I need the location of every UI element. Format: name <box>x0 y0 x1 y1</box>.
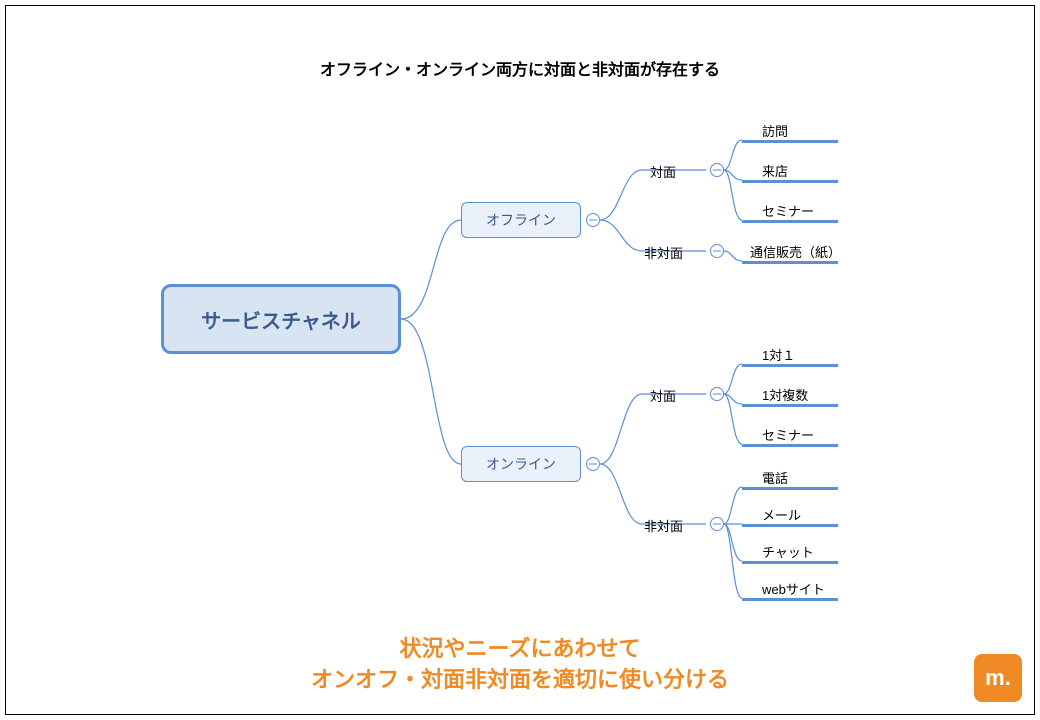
leaf-label: 来店 <box>762 161 788 180</box>
leaf-label: セミナー <box>762 201 814 220</box>
collapse-icon[interactable] <box>710 387 724 401</box>
slide-caption: 状況やニーズにあわせて オンオフ・対面非対面を適切に使い分ける <box>6 634 1034 696</box>
root-node: サービスチャネル <box>161 284 401 354</box>
leaf-underline <box>742 444 838 447</box>
collapse-icon[interactable] <box>710 517 724 531</box>
root-label: サービスチャネル <box>201 305 361 334</box>
sub-label: 対面 <box>650 162 676 181</box>
leaf-underline <box>742 364 838 367</box>
leaf-label: 1対１ <box>762 345 795 364</box>
leaf-underline <box>742 220 838 223</box>
leaf-underline <box>742 140 838 143</box>
leaf-underline <box>742 261 838 264</box>
leaf-label: チャット <box>762 542 814 561</box>
slide-frame: オフライン・オンライン両方に対面と非対面が存在する サービスチャネル オフライン… <box>5 5 1035 715</box>
sub-label: 非対面 <box>644 516 683 535</box>
collapse-icon[interactable] <box>586 213 600 227</box>
leaf-underline <box>742 524 838 527</box>
sub-label: 非対面 <box>644 243 683 262</box>
leaf-label: 1対複数 <box>762 385 808 404</box>
leaf-label: セミナー <box>762 425 814 444</box>
leaf-underline <box>742 561 838 564</box>
branch-offline: オフライン <box>461 202 581 238</box>
leaf-underline <box>742 598 838 601</box>
brand-logo-text: m. <box>985 665 1011 691</box>
sub-label: 対面 <box>650 386 676 405</box>
collapse-icon[interactable] <box>586 457 600 471</box>
brand-logo: m. <box>974 654 1022 702</box>
leaf-label: 電話 <box>762 468 788 487</box>
caption-line2: オンオフ・対面非対面を適切に使い分ける <box>311 667 729 692</box>
leaf-underline <box>742 180 838 183</box>
leaf-underline <box>742 404 838 407</box>
collapse-icon[interactable] <box>710 244 724 258</box>
leaf-label: 訪問 <box>762 121 788 140</box>
leaf-underline <box>742 487 838 490</box>
caption-line1: 状況やニーズにあわせて <box>400 636 641 661</box>
leaf-label: メール <box>762 505 801 524</box>
leaf-label: 通信販売（紙） <box>750 242 841 261</box>
mindmap-edges <box>6 6 1034 714</box>
leaf-label: webサイト <box>762 579 825 598</box>
branch-online: オンライン <box>461 446 581 482</box>
collapse-icon[interactable] <box>710 163 724 177</box>
